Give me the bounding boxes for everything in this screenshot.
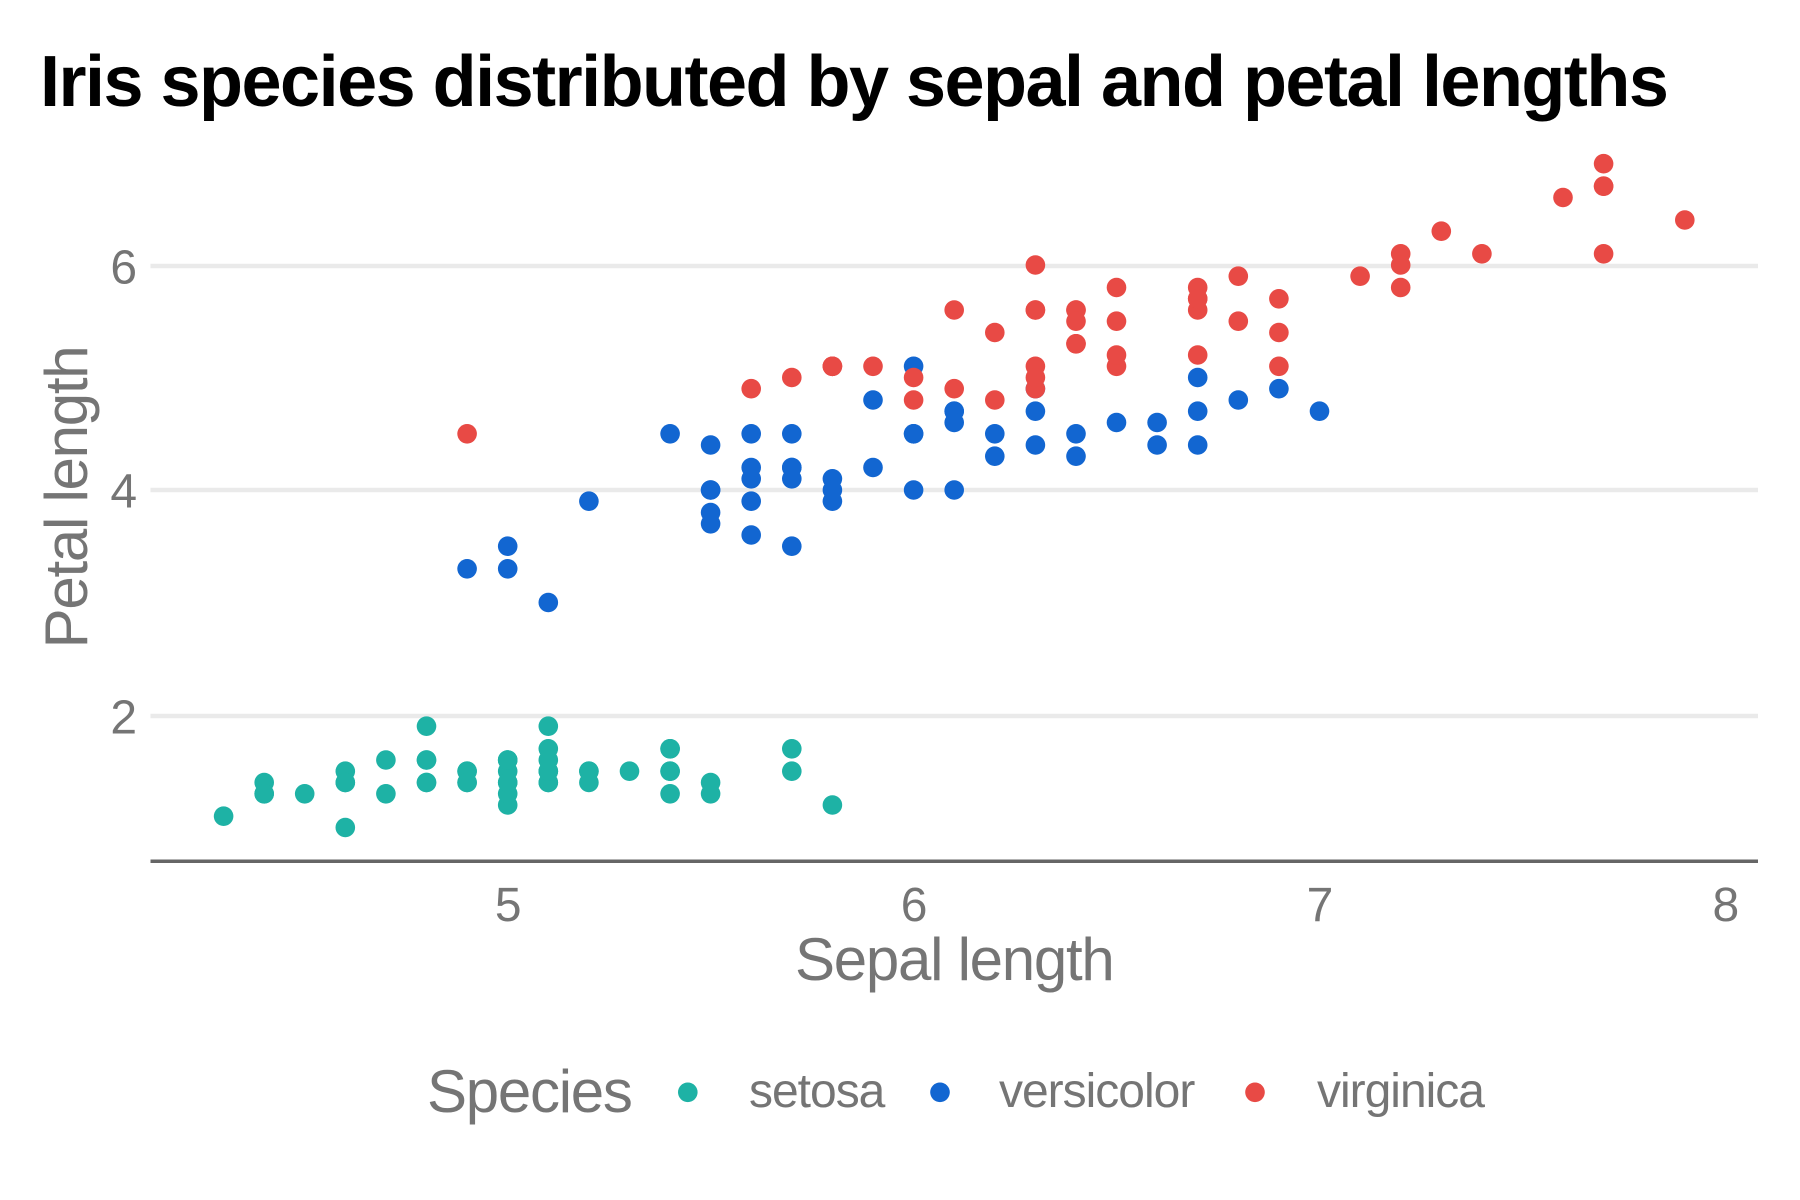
svg-text:Petal length: Petal length (33, 347, 100, 649)
svg-text:Species: Species (427, 1058, 632, 1125)
svg-text:6: 6 (901, 879, 927, 932)
svg-text:5: 5 (495, 879, 521, 932)
svg-text:6: 6 (110, 242, 136, 295)
svg-text:Iris species distributed by se: Iris species distributed by sepal and pe… (40, 42, 1667, 122)
svg-text:Sepal length: Sepal length (795, 926, 1113, 993)
svg-text:virginica: virginica (1317, 1065, 1485, 1118)
svg-text:4: 4 (110, 466, 136, 519)
svg-text:8: 8 (1713, 879, 1739, 932)
svg-text:versicolor: versicolor (999, 1065, 1195, 1118)
svg-text:setosa: setosa (749, 1065, 886, 1118)
svg-text:7: 7 (1307, 879, 1333, 932)
svg-text:2: 2 (110, 692, 136, 745)
